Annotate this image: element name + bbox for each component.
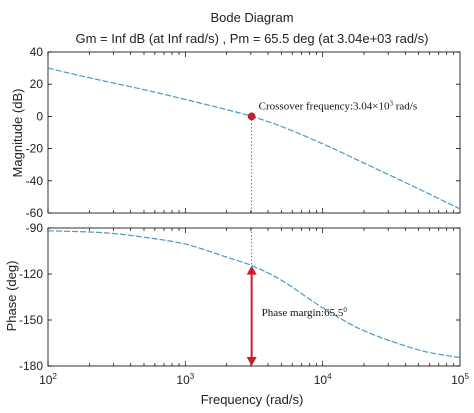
magnitude-ytick-label: -20 <box>26 142 44 156</box>
phase-ytick-label: -150 <box>19 313 43 327</box>
phase-margin-arrowhead-top <box>246 265 257 275</box>
phase-ytick-label: -180 <box>19 359 43 373</box>
magnitude-ylabel: Magnitude (dB) <box>10 89 25 178</box>
magnitude-ytick-label: 0 <box>36 109 43 123</box>
phase-axes-box <box>47 227 461 367</box>
magnitude-axes-box <box>47 51 461 214</box>
x-tick-label: 105 <box>451 372 469 387</box>
phase-series-line <box>47 230 461 359</box>
phase-margin-arrowhead-bottom <box>246 357 257 366</box>
magnitude-ytick-label: 40 <box>30 45 44 59</box>
x-tick-label: 104 <box>314 372 332 387</box>
phase-ytick-label: -90 <box>26 221 44 235</box>
crossover-label: Crossover frequency:3.04×103 rad/s <box>259 99 417 112</box>
chart-title: Bode Diagram <box>210 10 293 25</box>
magnitude-ytick-label: 20 <box>30 77 44 91</box>
phase-margin-label: Phase margin:65.50 <box>262 306 348 319</box>
phase-panel: -90 -120 -150 -180 <box>19 221 461 373</box>
annotations: Crossover frequency:3.04×103 rad/s Phase … <box>246 99 417 366</box>
x-tick-labels: 102 103 104 105 <box>39 372 469 387</box>
chart-subtitle: Gm = Inf dB (at Inf rad/s) , Pm = 65.5 d… <box>76 31 429 46</box>
x-tick-label: 102 <box>39 372 57 387</box>
phase-ylabel: Phase (deg) <box>4 261 19 332</box>
crossover-marker <box>247 112 256 121</box>
phase-ytick-label: -120 <box>19 267 43 281</box>
magnitude-ytick-label: -40 <box>26 174 44 188</box>
magnitude-panel: 40 20 0 -20 -40 -60 <box>26 45 461 220</box>
x-tick-label: 103 <box>176 372 194 387</box>
magnitude-ytick-label: -60 <box>26 206 44 220</box>
x-axis-label: Frequency (rad/s) <box>201 392 304 407</box>
